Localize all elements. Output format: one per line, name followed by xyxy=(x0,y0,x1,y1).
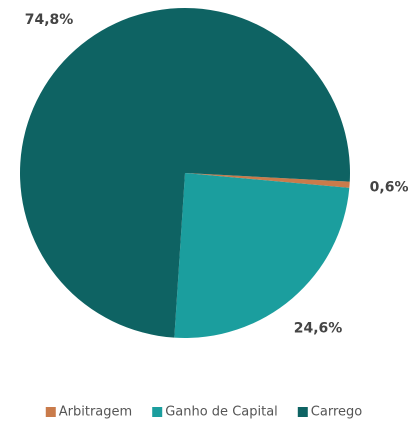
legend-label: Ganho de Capital xyxy=(165,405,278,420)
legend-swatch xyxy=(45,407,56,417)
pie-slice xyxy=(19,7,350,338)
value-label: 0,6% xyxy=(370,180,408,196)
value-label: 74,8% xyxy=(25,12,74,28)
value-label: 24,6% xyxy=(294,320,343,336)
pie-slice xyxy=(185,173,350,188)
pie-slice xyxy=(174,173,350,338)
legend-label: Arbitragem xyxy=(59,405,132,420)
legend-label: Carrego xyxy=(311,405,362,420)
legend-swatch xyxy=(297,407,308,417)
legend-swatch xyxy=(152,407,163,417)
